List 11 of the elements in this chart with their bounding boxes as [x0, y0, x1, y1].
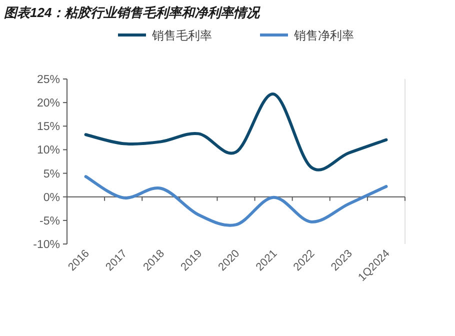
y-tick-label: -5% [40, 215, 60, 228]
y-tick-label: 10% [36, 144, 60, 157]
y-tick-label: 0% [43, 192, 60, 204]
legend-label: 销售净利率 [293, 28, 354, 42]
y-tick-label: 20% [36, 98, 60, 110]
y-tick-label: 5% [43, 168, 60, 180]
chart-title: 图表124：粘胶行业销售毛利率和净利率情况 [4, 5, 261, 20]
y-tick-label: -10% [33, 239, 60, 251]
y-tick-label: 25% [36, 74, 60, 86]
y-tick-label: 15% [36, 121, 60, 134]
legend-label: 销售毛利率 [151, 28, 212, 42]
